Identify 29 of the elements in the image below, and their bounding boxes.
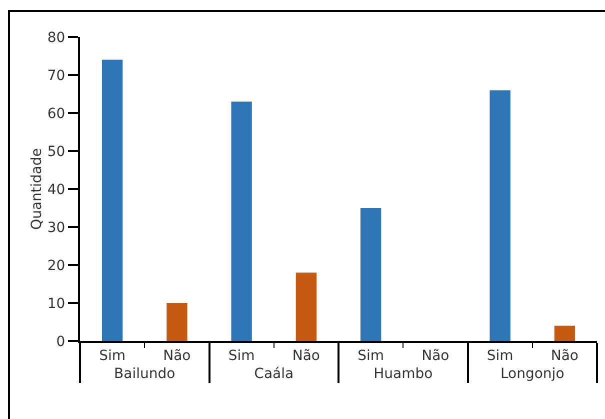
y-axis-title: Quantidade <box>29 148 45 230</box>
series-label: Sim <box>99 348 126 364</box>
x-tick-label: Bailundo <box>114 366 176 382</box>
y-tick-label: 20 <box>47 258 66 274</box>
text: Sim <box>486 348 514 364</box>
bar <box>296 272 317 341</box>
text: Sim <box>358 348 384 364</box>
y-tick-label: 0 <box>56 334 66 350</box>
text: Não <box>292 348 320 364</box>
text: Não <box>422 348 450 364</box>
bar <box>166 303 188 341</box>
y-tick-label: 50 <box>47 144 66 160</box>
x-tick-label: Caála <box>254 366 294 382</box>
bar <box>102 60 123 341</box>
y-tick-label: 30 <box>47 220 66 236</box>
bar <box>231 102 252 341</box>
text: Sim <box>228 348 255 364</box>
y-tick-label: 40 <box>47 182 66 198</box>
x-tick-label: Longonjo <box>500 366 564 382</box>
text: Não <box>550 348 579 364</box>
x-tick-label: Huambo <box>374 366 433 382</box>
bar <box>554 326 576 341</box>
series-label: Não <box>163 348 191 364</box>
y-tick-label: 70 <box>47 68 66 84</box>
y-tick-label: 60 <box>47 106 66 122</box>
y-tick-label: 80 <box>47 30 66 46</box>
bar <box>490 90 510 341</box>
bar <box>360 208 382 341</box>
y-tick-label: 10 <box>47 296 66 312</box>
